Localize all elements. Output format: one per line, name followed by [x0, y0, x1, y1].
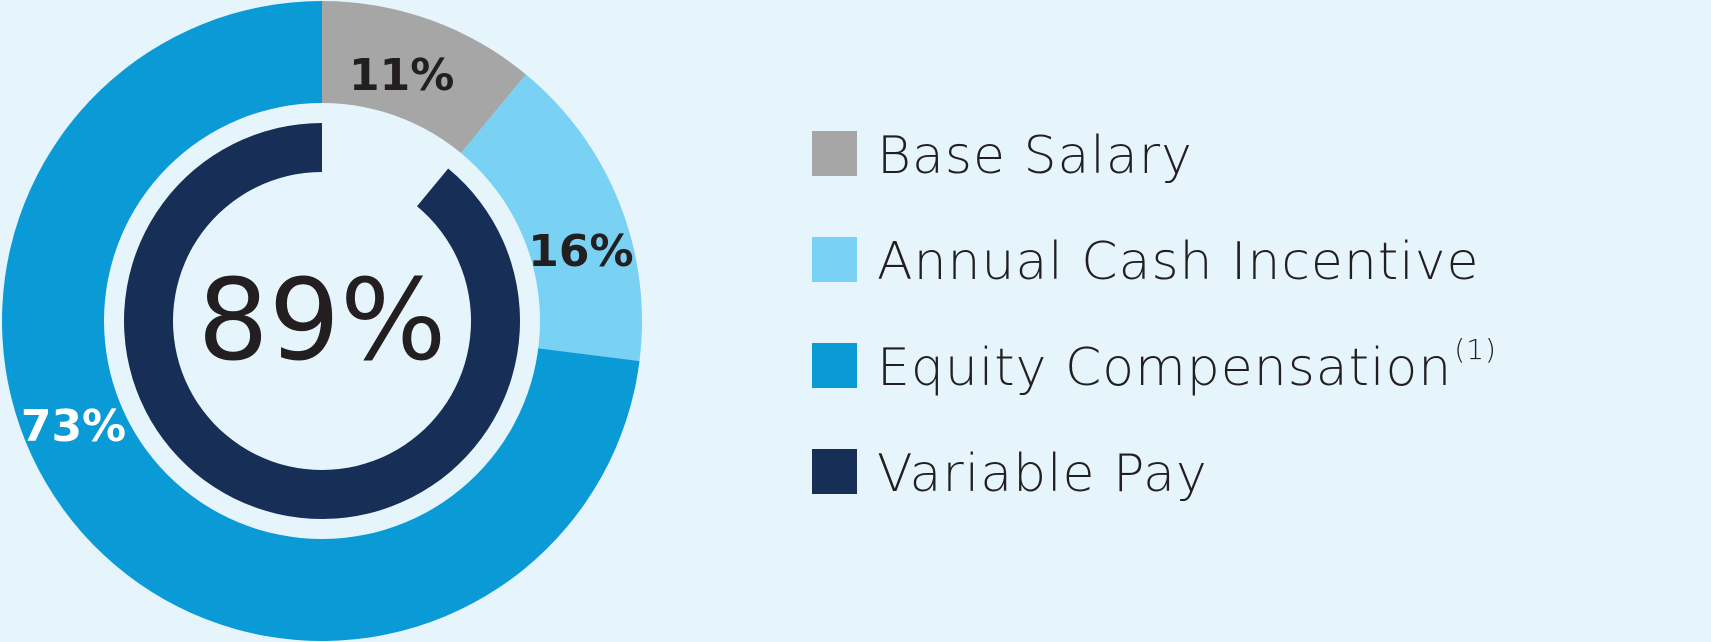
legend-swatch	[812, 448, 857, 494]
center-value-label: 89%	[198, 256, 447, 386]
slice-label-annual-cash-incentive: 16%	[528, 226, 633, 277]
legend-swatch	[812, 342, 857, 388]
legend-swatch	[812, 236, 857, 282]
slice-label-equity-compensation: 73%	[21, 401, 126, 452]
legend-label: Variable Pay	[877, 444, 1208, 504]
legend-item-annual-cash-incentive: Annual Cash Incentive	[812, 236, 1497, 288]
legend-label: Base Salary	[877, 126, 1193, 186]
legend-label: Annual Cash Incentive	[877, 232, 1480, 292]
legend: Base Salary Annual Cash Incentive Equity…	[812, 130, 1497, 500]
legend-swatch	[812, 130, 857, 176]
legend-item-equity-compensation: Equity Compensation(1)	[812, 336, 1497, 394]
legend-label: Equity Compensation(1)	[877, 333, 1497, 398]
legend-item-variable-pay: Variable Pay	[812, 448, 1497, 500]
donut-chart: 11% 16% 73% 89%	[2, 1, 643, 641]
slice-labels: 11% 16% 73%	[21, 50, 634, 452]
legend-item-base-salary: Base Salary	[812, 130, 1497, 182]
slice-label-base-salary: 11%	[349, 50, 454, 101]
